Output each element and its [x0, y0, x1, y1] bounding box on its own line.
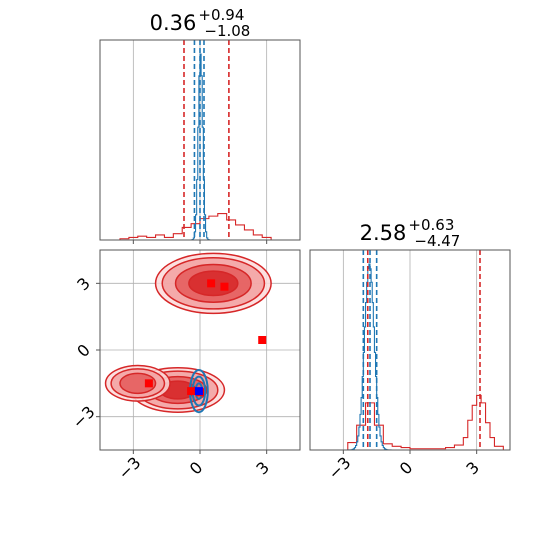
marginal-2-title: 2.58 +0.63 −4.47	[360, 216, 461, 250]
red-sample-marker	[258, 336, 267, 344]
y-tick-label: 3	[73, 274, 94, 295]
x-tick-label: 0	[186, 458, 207, 479]
red-histogram-param-2	[338, 394, 504, 451]
red-density-contour	[119, 372, 157, 395]
blue-sample-marker	[194, 387, 203, 396]
marginal-panel-2	[309, 249, 511, 454]
joint-density	[104, 252, 272, 414]
red-sample-marker	[207, 279, 216, 288]
marginal-1-title: 0.36 +0.94 −1.08	[150, 6, 251, 40]
y-tick-label: −3	[69, 402, 99, 432]
x-tick-label: 3	[252, 458, 273, 479]
x-tick-label: −3	[324, 453, 354, 483]
x-tick-label: 3	[462, 458, 483, 479]
red-sample-marker	[187, 387, 196, 396]
blue-histogram-param-2	[344, 263, 395, 451]
x-tick-label: −3	[114, 453, 144, 483]
joint-panel	[96, 249, 301, 454]
red-sample-marker	[220, 282, 229, 291]
x-tick-label: 0	[396, 458, 417, 479]
marginal-panel-1	[99, 39, 301, 244]
red-sample-marker	[144, 379, 153, 388]
y-tick-label: 0	[73, 340, 94, 361]
